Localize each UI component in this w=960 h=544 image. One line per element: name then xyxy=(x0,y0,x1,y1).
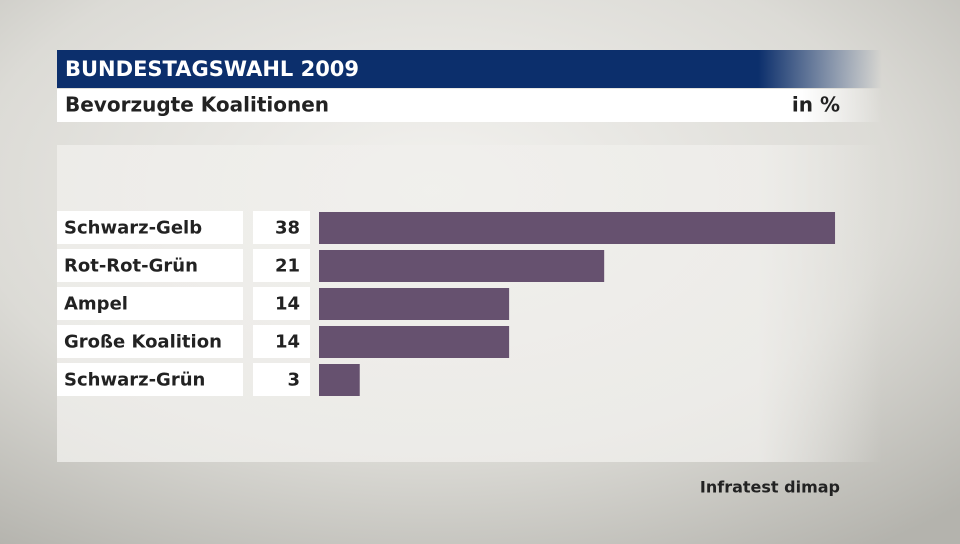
value-label: 14 xyxy=(275,332,300,353)
value-box xyxy=(253,287,310,320)
bar xyxy=(319,326,510,358)
bar xyxy=(319,250,605,282)
value-box xyxy=(253,325,310,358)
category-label: Schwarz-Gelb xyxy=(64,218,202,239)
label-box xyxy=(57,249,243,282)
category-label: Große Koalition xyxy=(64,332,222,353)
subtitle-bar xyxy=(57,89,882,122)
label-box xyxy=(57,325,243,358)
label-box xyxy=(57,287,243,320)
category-label: Schwarz-Grün xyxy=(64,370,205,391)
value-label: 3 xyxy=(287,370,300,391)
bar xyxy=(319,212,836,244)
title-bar xyxy=(57,50,882,88)
chart-subtitle: Bevorzugte Koalitionen xyxy=(65,93,329,117)
value-box xyxy=(253,249,310,282)
value-label: 21 xyxy=(275,256,300,277)
value-box xyxy=(253,363,310,396)
bar xyxy=(319,364,360,396)
value-label: 14 xyxy=(275,294,300,315)
chart-title: BUNDESTAGSWAHL 2009 xyxy=(65,57,359,81)
bar xyxy=(319,288,510,320)
label-box xyxy=(57,211,243,244)
value-box xyxy=(253,211,310,244)
value-label: 38 xyxy=(275,218,300,239)
category-label: Ampel xyxy=(64,294,128,315)
category-label: Rot-Rot-Grün xyxy=(64,256,198,277)
source: Infratest dimap xyxy=(700,478,840,497)
label-box xyxy=(57,363,243,396)
unit-label: in % xyxy=(792,93,840,117)
